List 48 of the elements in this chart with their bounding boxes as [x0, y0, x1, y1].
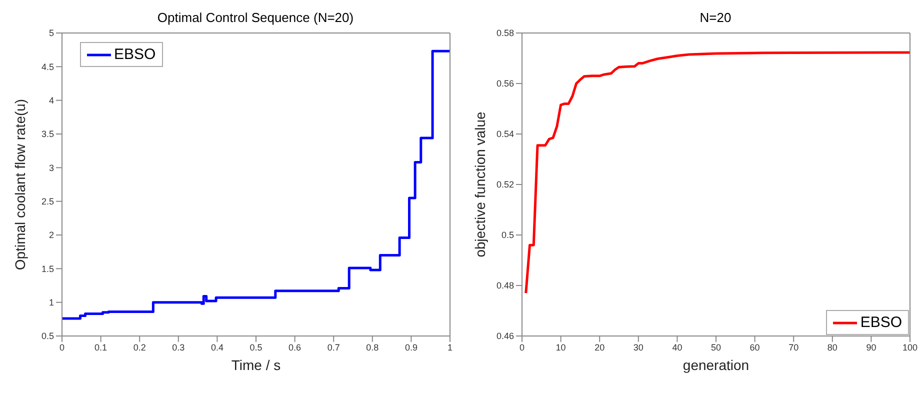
x-tick-label: 0 [59, 342, 65, 352]
y-tick-label: 0.54 [496, 129, 514, 140]
y-tick-label: 0.5 [501, 230, 514, 240]
x-tick-label: 70 [788, 342, 799, 352]
y-tick-label: 4.5 [41, 62, 54, 72]
x-tick-label: 0.1 [94, 342, 108, 352]
y-tick-label: 0.5 [41, 331, 54, 342]
y-tick-label: 0.46 [496, 331, 514, 342]
x-tick-label: 100 [902, 342, 918, 352]
x-tick-label: 0 [519, 342, 525, 352]
x-tick-label: 50 [710, 342, 722, 352]
y-tick-label: 0.52 [496, 180, 514, 190]
x-tick-label: 0.2 [133, 342, 146, 352]
x-tick-label: 20 [594, 342, 605, 352]
y-tick-label: 2 [48, 230, 54, 240]
x-tick-label: 0.7 [327, 342, 340, 352]
line-series [524, 51, 910, 294]
y-tick-label: 3 [48, 162, 54, 173]
legend-label: EBSO [860, 314, 902, 331]
x-tick-label: 0.5 [250, 342, 262, 352]
y-tick-label: 1 [48, 298, 54, 308]
y-tick-label: 3.5 [41, 129, 54, 140]
x-axis-title: Time / s [231, 357, 281, 373]
x-tick-label: 0.4 [210, 342, 224, 352]
x-tick-label: 30 [633, 342, 644, 352]
y-tick-label: 0.48 [496, 280, 514, 291]
chart-title: N=20 [698, 10, 732, 25]
y-tick-label: 0.58 [496, 28, 514, 38]
y-tick-label: 2.5 [41, 196, 54, 207]
y-tick-label: 4 [48, 96, 54, 106]
x-axis-title: generation [682, 357, 750, 373]
x-tick-label: 90 [866, 342, 876, 352]
x-tick-label: 40 [672, 342, 682, 352]
x-tick-label: 0.9 [404, 342, 418, 352]
x-tick-label: 0.8 [366, 342, 379, 352]
x-tick-label: 10 [556, 342, 566, 352]
y-axis-title: objective function value [472, 112, 488, 258]
y-tick-label: 1.5 [41, 264, 54, 274]
x-tick-label: 80 [827, 342, 838, 352]
y-axis-title: Optimal coolant flow rate(u) [12, 98, 28, 270]
x-tick-label: 60 [750, 342, 760, 352]
x-tick-label: 0.6 [288, 342, 302, 352]
y-tick-label: 5 [48, 28, 54, 38]
x-tick-label: 1 [447, 342, 453, 352]
chart-title: Optimal Control Sequence (N=20) [156, 10, 355, 25]
x-tick-label: 0.3 [172, 342, 185, 352]
legend-label: EBSO [114, 46, 156, 63]
y-tick-label: 0.56 [496, 78, 514, 89]
